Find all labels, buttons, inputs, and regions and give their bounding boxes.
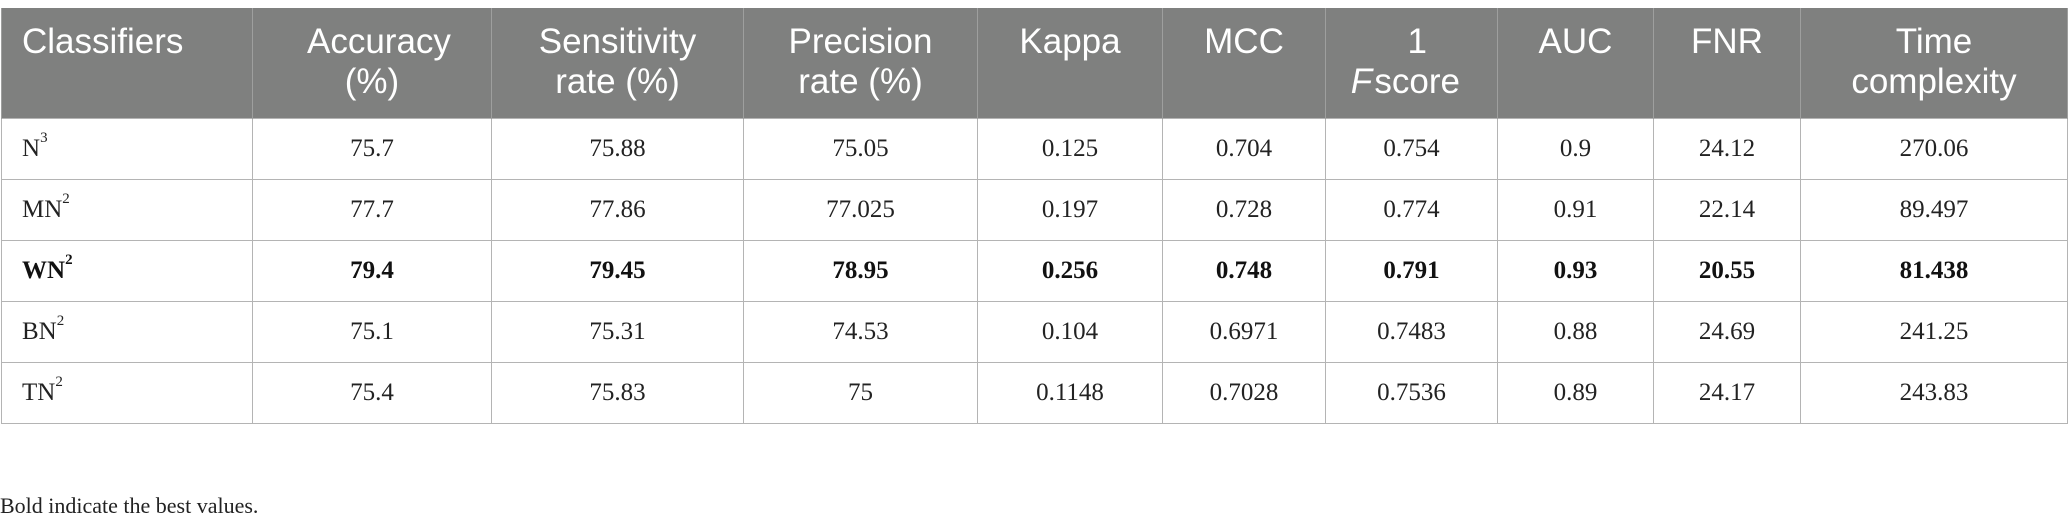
table-row: MN2 77.7 77.86 77.025 0.197 0.728 0.774 … <box>1 178 2068 241</box>
cell-time: 89.497 <box>1800 178 2068 241</box>
cell-kappa: 0.197 <box>977 178 1163 241</box>
cell-time: 243.83 <box>1800 361 2068 424</box>
classifier-name: TN <box>22 378 56 406</box>
cell-auc: 0.9 <box>1497 117 1654 180</box>
classifier-name: BN <box>22 317 57 345</box>
header-fnr: FNR <box>1653 8 1801 118</box>
cell-time: 81.438 <box>1800 239 2068 302</box>
cell-mcc: 0.704 <box>1162 117 1326 180</box>
cell-kappa: 0.125 <box>977 117 1163 180</box>
header-time: Time complexity <box>1800 8 2068 118</box>
cell-accuracy: 75.4 <box>252 361 492 424</box>
header-accuracy-label: Accuracy (%) <box>307 22 451 101</box>
cell-auc: 0.91 <box>1497 178 1654 241</box>
table-row: N3 75.7 75.88 75.05 0.125 0.704 0.754 0.… <box>1 117 2068 180</box>
cell-mcc: 0.7028 <box>1162 361 1326 424</box>
cell-time: 241.25 <box>1800 300 2068 363</box>
cell-f1: 0.791 <box>1325 239 1498 302</box>
cell-time: 270.06 <box>1800 117 2068 180</box>
header-row: Classifiers Accuracy (%) Sensitivity rat… <box>1 8 2068 118</box>
classifier-sup: 2 <box>65 251 73 268</box>
cell-auc: 0.89 <box>1497 361 1654 424</box>
classifier-sup: 2 <box>56 312 65 329</box>
header-mcc: MCC <box>1162 8 1326 118</box>
cell-precision: 75 <box>743 361 978 424</box>
table-row: TN2 75.4 75.83 75 0.1148 0.7028 0.7536 0… <box>1 361 2068 424</box>
cell-precision: 78.95 <box>743 239 978 302</box>
table-footnote: Bold indicate the best values. <box>0 493 259 518</box>
cell-f1: 0.7483 <box>1325 300 1498 363</box>
cell-fnr: 22.14 <box>1653 178 1801 241</box>
header-sensitivity-label: Sensitivity rate (%) <box>538 22 697 101</box>
results-table-container: Classifiers Accuracy (%) Sensitivity rat… <box>0 8 2068 424</box>
cell-mcc: 0.728 <box>1162 178 1326 241</box>
cell-precision: 77.025 <box>743 178 978 241</box>
cell-classifier: TN2 <box>1 361 253 424</box>
classifier-name: N <box>22 134 41 162</box>
header-classifiers: Classifiers <box>1 8 253 118</box>
header-accuracy: Accuracy (%) <box>252 8 492 118</box>
classifier-sup: 2 <box>62 190 70 207</box>
header-kappa: Kappa <box>977 8 1163 118</box>
cell-sensitivity: 75.31 <box>491 300 744 363</box>
header-sensitivity: Sensitivity rate (%) <box>491 8 744 118</box>
cell-classifier: MN2 <box>1 178 253 241</box>
cell-auc: 0.88 <box>1497 300 1654 363</box>
header-precision-label: Precision rate (%) <box>788 22 933 101</box>
cell-precision: 75.05 <box>743 117 978 180</box>
table-header: Classifiers Accuracy (%) Sensitivity rat… <box>1 8 2068 118</box>
cell-f1: 0.7536 <box>1325 361 1498 424</box>
header-f1: F1 score <box>1325 8 1498 118</box>
classifier-name: MN <box>22 195 63 223</box>
cell-kappa: 0.104 <box>977 300 1163 363</box>
cell-classifier: N3 <box>1 117 253 180</box>
header-f1-prefix: F <box>1350 62 1373 101</box>
cell-sensitivity: 79.45 <box>491 239 744 302</box>
cell-sensitivity: 77.86 <box>491 178 744 241</box>
classifier-results-table: Classifiers Accuracy (%) Sensitivity rat… <box>1 8 2068 424</box>
cell-accuracy: 75.7 <box>252 117 492 180</box>
classifier-name: WN <box>22 256 66 284</box>
cell-fnr: 20.55 <box>1653 239 1801 302</box>
cell-accuracy: 79.4 <box>252 239 492 302</box>
cell-precision: 74.53 <box>743 300 978 363</box>
cell-fnr: 24.17 <box>1653 361 1801 424</box>
cell-accuracy: 77.7 <box>252 178 492 241</box>
cell-mcc: 0.748 <box>1162 239 1326 302</box>
cell-classifier: WN2 <box>1 239 253 302</box>
cell-accuracy: 75.1 <box>252 300 492 363</box>
table-row: BN2 75.1 75.31 74.53 0.104 0.6971 0.7483… <box>1 300 2068 363</box>
classifier-sup: 3 <box>40 129 48 146</box>
cell-fnr: 24.69 <box>1653 300 1801 363</box>
classifier-sup: 2 <box>55 373 63 390</box>
table-body: N3 75.7 75.88 75.05 0.125 0.704 0.754 0.… <box>1 117 2068 424</box>
header-time-label: Time complexity <box>1851 22 2017 101</box>
cell-classifier: BN2 <box>1 300 253 363</box>
table-row-best: WN2 79.4 79.45 78.95 0.256 0.748 0.791 0… <box>1 239 2068 302</box>
cell-mcc: 0.6971 <box>1162 300 1326 363</box>
cell-fnr: 24.12 <box>1653 117 1801 180</box>
header-auc: AUC <box>1497 8 1654 118</box>
cell-kappa: 0.1148 <box>977 361 1163 424</box>
cell-auc: 0.93 <box>1497 239 1654 302</box>
header-precision: Precision rate (%) <box>743 8 978 118</box>
cell-f1: 0.754 <box>1325 117 1498 180</box>
cell-kappa: 0.256 <box>977 239 1163 302</box>
cell-sensitivity: 75.83 <box>491 361 744 424</box>
header-f1-suffix: 1 score <box>1374 22 1460 101</box>
cell-sensitivity: 75.88 <box>491 117 744 180</box>
cell-f1: 0.774 <box>1325 178 1498 241</box>
